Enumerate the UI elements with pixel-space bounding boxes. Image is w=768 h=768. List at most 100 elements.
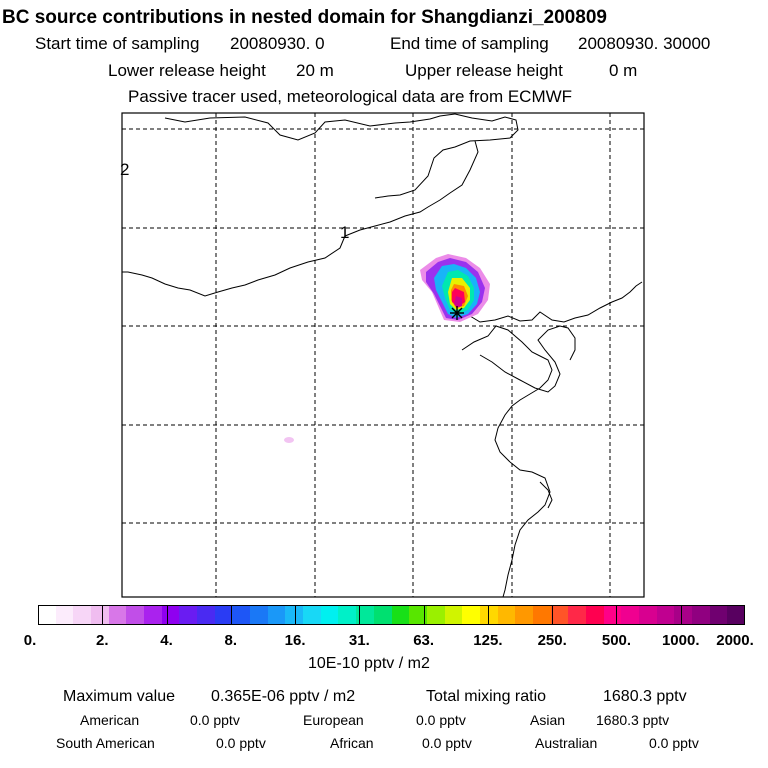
- colorbar-division: [487, 605, 489, 625]
- start-time-label: Start time of sampling: [35, 34, 200, 53]
- colorbar-tick-label: 2000.: [716, 632, 754, 649]
- colorbar-tick-label: 63.: [413, 632, 435, 649]
- colorbar-cell: [232, 605, 251, 625]
- colorbar-cell: [126, 605, 145, 625]
- lower-release-label: Lower release height: [108, 61, 266, 80]
- colorbar-division: [552, 605, 554, 625]
- map-gridlines: [122, 113, 644, 597]
- max-value: 0.365E-06 pptv / m2: [211, 688, 356, 705]
- colorbar-cell: [161, 605, 180, 625]
- map-label-2: 2: [120, 160, 129, 179]
- colorbar-division: [616, 605, 618, 625]
- colorbar-cell: [285, 605, 304, 625]
- colorbar-division: [166, 605, 168, 625]
- colorbar-cell: [532, 605, 552, 625]
- colorbar-cell: [409, 605, 428, 625]
- colorbar-frame: [38, 605, 745, 625]
- colorbar-cell: [426, 605, 446, 625]
- region-asian-value: 1680.3 pptv: [596, 712, 670, 728]
- colorbar-cell: [479, 605, 499, 625]
- colorbar-cell: [709, 605, 728, 625]
- colorbar-cell: [497, 605, 516, 625]
- end-time-label: End time of sampling: [390, 34, 549, 53]
- colorbar-cell: [674, 605, 693, 625]
- start-time-value: 20080930. 0: [230, 34, 325, 53]
- map-coastlines: [122, 113, 643, 598]
- colorbar-cell: [73, 605, 92, 625]
- colorbar-cell: [144, 605, 163, 625]
- colorbar-cell: [373, 605, 392, 625]
- page-title: BC source contributions in nested domain…: [2, 7, 607, 28]
- colorbar-cell: [214, 605, 233, 625]
- colorbar-tick-label: 2.: [96, 632, 109, 649]
- colorbar-tick-label: 8.: [224, 632, 238, 649]
- colorbar-cell: [91, 605, 110, 625]
- colorbar-division: [230, 605, 232, 625]
- colorbar-cell: [515, 605, 534, 625]
- region-asian-label: Asian: [530, 712, 566, 728]
- plume-pink-fringe: [284, 437, 294, 443]
- total-mixing-value: 1680.3 pptv: [603, 688, 687, 705]
- map-frame: [121, 112, 645, 598]
- colorbar-cell: [197, 605, 216, 625]
- map-grid-labels: 2 1: [120, 160, 349, 242]
- colorbar-cell: [550, 605, 569, 625]
- colorbar-division: [102, 605, 104, 625]
- colorbar-cell: [621, 605, 640, 625]
- colorbar-cell: [727, 605, 746, 625]
- colorbar-division: [359, 605, 361, 625]
- colorbar-cell: [267, 605, 286, 625]
- region-american-label: American: [80, 712, 140, 728]
- colorbar-cell: [568, 605, 587, 625]
- colorbar-cell: [638, 605, 658, 625]
- colorbar-cell: [391, 605, 410, 625]
- colorbar-cell: [55, 605, 74, 625]
- colorbar-division: [295, 605, 297, 625]
- region-european-label: European: [303, 712, 364, 728]
- lower-release-value: 20 m: [296, 61, 334, 80]
- concentration-plume: [284, 254, 490, 443]
- plume-level-8: [454, 296, 462, 308]
- colorbar-unit: 10E-10 pptv / m2: [308, 655, 430, 672]
- upper-release-label: Upper release height: [405, 61, 563, 80]
- region-south-american-label: South American: [56, 735, 155, 751]
- region-african-value: 0.0 pptv: [422, 735, 472, 751]
- colorbar-cell: [303, 605, 322, 625]
- colorbar-cell: [691, 605, 711, 625]
- colorbar-tick-label: 1000.: [661, 632, 700, 649]
- colorbar-tick-label: 16.: [284, 632, 306, 649]
- total-mixing-label: Total mixing ratio: [426, 688, 547, 705]
- colorbar-cell: [320, 605, 339, 625]
- colorbar-cell: [462, 605, 481, 625]
- colorbar-cell: [38, 605, 57, 625]
- map-label-1: 1: [340, 223, 349, 242]
- colorbar-cell: [356, 605, 375, 625]
- region-african-label: African: [330, 735, 374, 751]
- region-australian-label: Australian: [535, 735, 598, 751]
- star-icon: [450, 306, 464, 320]
- colorbar-cell: [179, 605, 198, 625]
- colorbar-tick-label: 0.: [23, 632, 37, 649]
- upper-release-value: 0 m: [609, 61, 638, 80]
- colorbar-division: [423, 605, 425, 625]
- region-australian-value: 0.0 pptv: [649, 735, 699, 751]
- region-south-american-value: 0.0 pptv: [216, 735, 266, 751]
- region-european-value: 0.0 pptv: [416, 712, 466, 728]
- max-value-label: Maximum value: [63, 688, 176, 705]
- region-american-value: 0.0 pptv: [190, 712, 240, 728]
- colorbar-tick-label: 125.: [473, 632, 503, 649]
- colorbar-cell: [656, 605, 675, 625]
- tracer-note: Passive tracer used, meteorological data…: [128, 87, 573, 106]
- colorbar-cell: [444, 605, 463, 625]
- colorbar-tick-label: 4.: [160, 632, 173, 649]
- colorbar-cell: [108, 605, 127, 625]
- end-time-value: 20080930. 30000: [578, 34, 711, 53]
- colorbar-cell: [585, 605, 605, 625]
- colorbar-cell: [338, 605, 357, 625]
- colorbar-tick-label: 250.: [537, 632, 567, 649]
- colorbar-cell: [250, 605, 269, 625]
- colorbar-division: [680, 605, 682, 625]
- colorbar-tick-label: 500.: [601, 632, 632, 649]
- colorbar-tick-label: 31.: [348, 632, 370, 649]
